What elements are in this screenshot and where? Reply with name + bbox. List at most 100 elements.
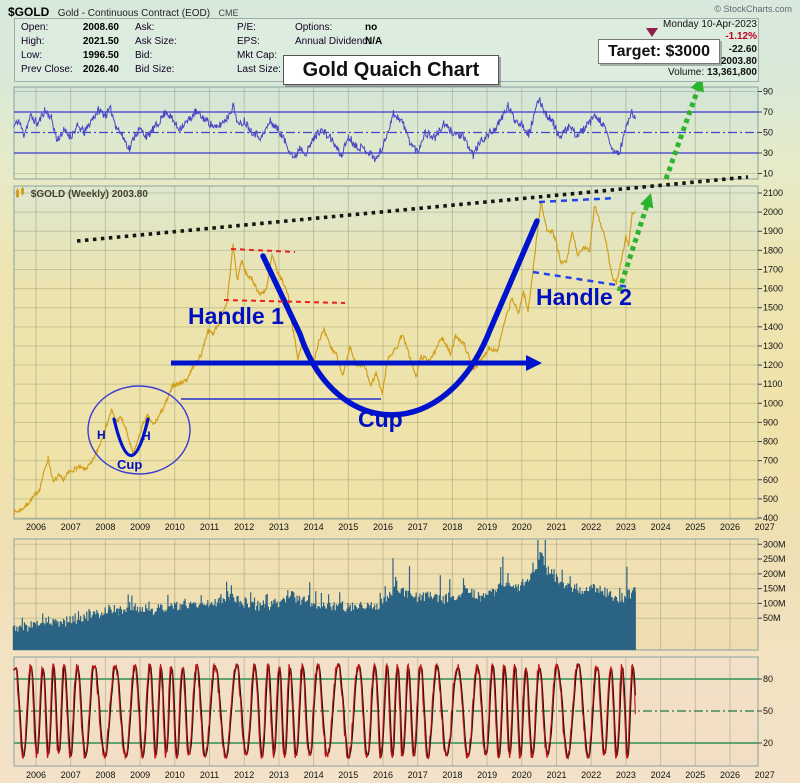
prevclose-value: 2026.40	[82, 64, 119, 75]
high-value: 2021.50	[82, 36, 119, 47]
svg-text:500: 500	[763, 494, 778, 504]
svg-text:2013: 2013	[269, 522, 289, 532]
options-value: no	[365, 22, 378, 33]
svg-text:1200: 1200	[763, 360, 783, 370]
svg-text:250M: 250M	[763, 554, 786, 564]
svg-text:2017: 2017	[408, 770, 428, 780]
data-series	[12, 97, 636, 760]
mini-cup-label: Cup	[117, 457, 143, 472]
svg-text:2023: 2023	[616, 770, 636, 780]
high-label: High:	[21, 36, 45, 47]
svg-text:2006: 2006	[26, 770, 46, 780]
down-triangle-icon	[646, 28, 658, 37]
price-legend: $GOLD (Weekly) 2003.80	[15, 187, 148, 200]
svg-text:100M: 100M	[763, 598, 786, 608]
svg-text:2008: 2008	[95, 770, 115, 780]
svg-text:1900: 1900	[763, 226, 783, 236]
bidsize-label: Bid Size:	[135, 64, 175, 75]
svg-text:2027: 2027	[755, 770, 775, 780]
pe-label: P/E:	[237, 22, 256, 33]
handle1-label: Handle 1	[188, 303, 284, 329]
svg-text:2006: 2006	[26, 522, 46, 532]
quote-date: Monday 10-Apr-2023	[663, 19, 757, 30]
mktcap-label: Mkt Cap:	[237, 50, 278, 61]
target-price-box: Target: $3000	[598, 39, 720, 64]
chart-header: $GOLD Gold - Continuous Contract (EOD) C…	[8, 3, 239, 21]
green-arrow-lower	[616, 201, 651, 292]
green-arrowhead-lower-icon	[640, 193, 654, 209]
mini-cup-curve	[112, 417, 150, 457]
svg-text:2019: 2019	[477, 770, 497, 780]
svg-text:50: 50	[763, 128, 773, 138]
svg-text:2022: 2022	[581, 522, 601, 532]
mini-pattern-ellipse	[87, 385, 191, 475]
svg-text:2009: 2009	[130, 522, 150, 532]
svg-text:2010: 2010	[165, 522, 185, 532]
cup-curve	[260, 218, 540, 418]
svg-text:2018: 2018	[442, 770, 462, 780]
svg-text:2011: 2011	[200, 522, 219, 532]
last-price: 2003.80	[720, 56, 757, 67]
asksize-label: Ask Size:	[135, 36, 177, 47]
svg-text:2016: 2016	[373, 770, 393, 780]
svg-text:2023: 2023	[616, 522, 636, 532]
chart-annotations	[76, 77, 749, 475]
open-label: Open:	[21, 22, 49, 33]
svg-text:2025: 2025	[685, 522, 705, 532]
dividend-value: N/A	[365, 36, 383, 47]
symbol-description: Gold - Continuous Contract (EOD)	[57, 8, 211, 19]
price-legend-label: $GOLD (Weekly) 2003.80	[30, 189, 148, 200]
bid-label: Bid:	[135, 50, 153, 61]
handle2-label: Handle 2	[536, 284, 632, 310]
svg-text:2008: 2008	[95, 522, 115, 532]
svg-text:70: 70	[763, 107, 773, 117]
lastsize-label: Last Size:	[237, 64, 281, 75]
mini-handle-right-label: H	[142, 429, 151, 443]
svg-text:1500: 1500	[763, 303, 783, 313]
svg-text:10: 10	[763, 169, 773, 179]
ask-label: Ask:	[135, 22, 155, 33]
svg-text:400: 400	[763, 513, 778, 523]
svg-text:2013: 2013	[269, 770, 289, 780]
low-value: 1996.50	[82, 50, 119, 61]
svg-text:2014: 2014	[304, 770, 324, 780]
svg-text:2012: 2012	[234, 770, 254, 780]
svg-text:80: 80	[763, 674, 773, 684]
handle2-upper-dash	[538, 196, 617, 204]
volume-value: 13,361,800	[706, 67, 757, 78]
svg-text:2000: 2000	[763, 207, 783, 217]
dotted-trendline	[76, 175, 749, 243]
svg-text:200M: 200M	[763, 569, 786, 579]
eps-label: EPS:	[237, 36, 260, 47]
dividend-label: Annual Dividend:	[295, 36, 371, 47]
symbol-label: $GOLD	[8, 5, 50, 19]
neckline-arrowhead-icon	[526, 355, 542, 371]
svg-text:2024: 2024	[651, 770, 671, 780]
svg-text:1000: 1000	[763, 398, 783, 408]
copyright-label: © StockCharts.com	[714, 4, 792, 14]
svg-text:90: 90	[763, 87, 773, 97]
svg-text:1100: 1100	[763, 379, 782, 389]
svg-text:2007: 2007	[61, 522, 81, 532]
svg-text:2019: 2019	[477, 522, 497, 532]
low-label: Low:	[21, 50, 43, 61]
svg-text:2021: 2021	[546, 522, 566, 532]
svg-text:2025: 2025	[685, 770, 705, 780]
svg-text:2017: 2017	[408, 522, 428, 532]
svg-text:2015: 2015	[338, 770, 358, 780]
svg-text:1800: 1800	[763, 245, 783, 255]
volume-label: Volume:	[668, 67, 705, 78]
svg-text:300M: 300M	[763, 539, 786, 549]
handle1-lower-dash	[223, 299, 346, 304]
svg-text:30: 30	[763, 148, 773, 158]
svg-text:2016: 2016	[373, 522, 393, 532]
svg-text:2011: 2011	[200, 770, 219, 780]
svg-text:600: 600	[763, 475, 778, 485]
exchange-label: CME	[218, 8, 239, 18]
svg-text:2020: 2020	[512, 522, 532, 532]
change-absolute: -22.60	[728, 44, 757, 55]
volume-readout: Volume: 13,361,800	[668, 67, 757, 78]
svg-text:1700: 1700	[763, 264, 783, 274]
